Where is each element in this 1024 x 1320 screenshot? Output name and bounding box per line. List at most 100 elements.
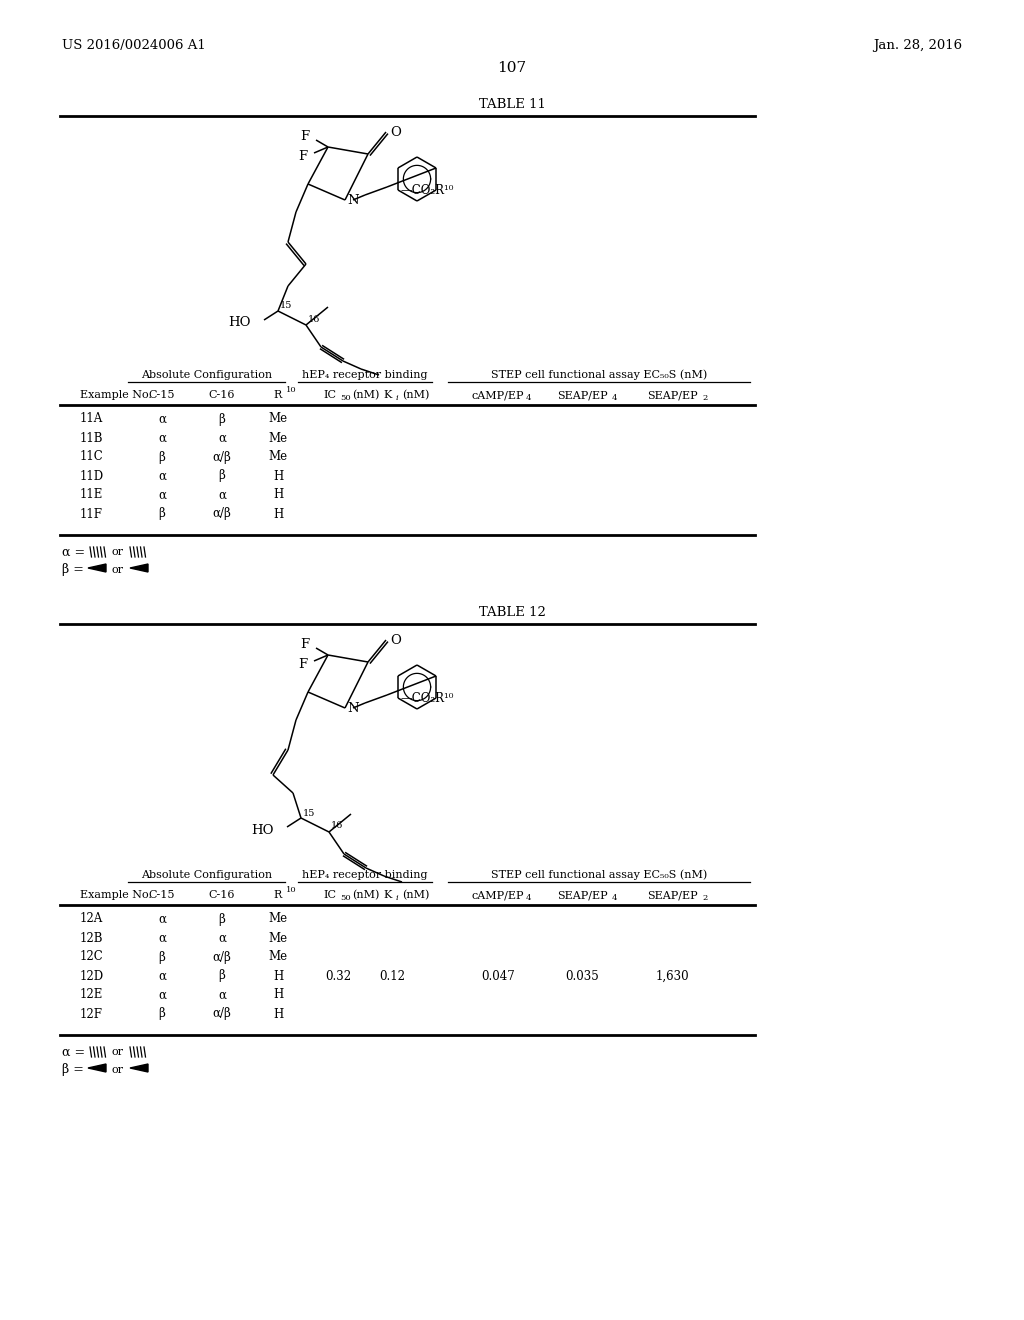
Text: 2: 2	[702, 393, 708, 403]
Text: —CO₂R¹⁰: —CO₂R¹⁰	[401, 183, 455, 197]
Text: 16: 16	[308, 314, 321, 323]
Text: Me: Me	[268, 432, 288, 445]
Text: 10: 10	[286, 886, 297, 894]
Text: N: N	[347, 702, 358, 715]
Text: α =: α =	[62, 545, 85, 558]
Text: Me: Me	[268, 950, 288, 964]
Text: —CO₂R¹⁰: —CO₂R¹⁰	[401, 692, 455, 705]
Text: H: H	[272, 1007, 283, 1020]
Text: Example No.: Example No.	[80, 890, 152, 900]
Text: 12C: 12C	[80, 950, 103, 964]
Text: 0.12: 0.12	[379, 969, 406, 982]
Text: H: H	[272, 470, 283, 483]
Text: or: or	[112, 1065, 124, 1074]
Text: α: α	[158, 432, 166, 445]
Text: α: α	[158, 932, 166, 945]
Polygon shape	[88, 564, 106, 572]
Text: 12F: 12F	[80, 1007, 103, 1020]
Text: C-16: C-16	[209, 389, 236, 400]
Text: R: R	[273, 890, 283, 900]
Text: α: α	[158, 989, 166, 1002]
Text: H: H	[272, 969, 283, 982]
Text: β: β	[159, 507, 166, 520]
Text: (nM): (nM)	[352, 389, 379, 400]
Text: α: α	[218, 932, 226, 945]
Text: cAMP/EP: cAMP/EP	[472, 890, 524, 900]
Text: 12B: 12B	[80, 932, 103, 945]
Text: hEP₄ receptor binding: hEP₄ receptor binding	[302, 870, 428, 880]
Text: β: β	[159, 950, 166, 964]
Text: 50: 50	[340, 894, 350, 902]
Text: SEAP/EP: SEAP/EP	[557, 389, 607, 400]
Text: TABLE 12: TABLE 12	[478, 606, 546, 619]
Text: 50: 50	[340, 393, 350, 403]
Text: STEP cell functional assay EC₅₀S (nM): STEP cell functional assay EC₅₀S (nM)	[490, 370, 708, 380]
Text: α: α	[158, 969, 166, 982]
Text: 15: 15	[303, 808, 315, 817]
Text: SEAP/EP: SEAP/EP	[557, 890, 607, 900]
Text: TABLE 11: TABLE 11	[478, 99, 546, 111]
Text: α =: α =	[62, 1045, 85, 1059]
Text: Example No.: Example No.	[80, 389, 152, 400]
Text: Me: Me	[268, 932, 288, 945]
Text: Me: Me	[268, 450, 288, 463]
Text: H: H	[272, 989, 283, 1002]
Text: 2: 2	[702, 894, 708, 902]
Text: F: F	[298, 149, 307, 162]
Text: 12E: 12E	[80, 989, 103, 1002]
Text: Absolute Configuration: Absolute Configuration	[141, 870, 272, 880]
Text: 11B: 11B	[80, 432, 103, 445]
Text: F: F	[300, 129, 309, 143]
Text: α: α	[158, 912, 166, 925]
Text: β =: β =	[62, 1064, 84, 1077]
Text: Me: Me	[268, 412, 288, 425]
Text: US 2016/0024006 A1: US 2016/0024006 A1	[62, 38, 206, 51]
Text: HO: HO	[251, 824, 273, 837]
Polygon shape	[88, 1064, 106, 1072]
Text: hEP₄ receptor binding: hEP₄ receptor binding	[302, 370, 428, 380]
Text: STEP cell functional assay EC₅₀S (nM): STEP cell functional assay EC₅₀S (nM)	[490, 870, 708, 880]
Text: β =: β =	[62, 564, 84, 577]
Text: C-16: C-16	[209, 890, 236, 900]
Text: R: R	[273, 389, 283, 400]
Text: Absolute Configuration: Absolute Configuration	[141, 370, 272, 380]
Text: i: i	[396, 894, 398, 902]
Text: β: β	[218, 470, 225, 483]
Text: O: O	[390, 127, 400, 140]
Text: H: H	[272, 507, 283, 520]
Polygon shape	[130, 1064, 148, 1072]
Text: α: α	[158, 470, 166, 483]
Text: F: F	[300, 638, 309, 651]
Text: K: K	[384, 389, 392, 400]
Text: Jan. 28, 2016: Jan. 28, 2016	[872, 38, 962, 51]
Text: 10: 10	[286, 385, 297, 393]
Text: α: α	[158, 488, 166, 502]
Text: IC: IC	[324, 890, 337, 900]
Text: α/β: α/β	[213, 1007, 231, 1020]
Text: C-15: C-15	[148, 389, 175, 400]
Text: α: α	[158, 412, 166, 425]
Text: or: or	[112, 565, 124, 576]
Text: 16: 16	[331, 821, 343, 830]
Text: (nM): (nM)	[402, 890, 429, 900]
Text: 4: 4	[612, 894, 617, 902]
Text: β: β	[218, 412, 225, 425]
Text: α/β: α/β	[213, 450, 231, 463]
Text: 11A: 11A	[80, 412, 103, 425]
Text: 11D: 11D	[80, 470, 104, 483]
Text: (nM): (nM)	[352, 890, 379, 900]
Text: cAMP/EP: cAMP/EP	[472, 389, 524, 400]
Text: β: β	[218, 969, 225, 982]
Text: or: or	[112, 1047, 124, 1057]
Text: α/β: α/β	[213, 507, 231, 520]
Text: (nM): (nM)	[402, 389, 429, 400]
Text: 0.32: 0.32	[325, 969, 351, 982]
Text: SEAP/EP: SEAP/EP	[647, 389, 697, 400]
Text: 4: 4	[526, 894, 531, 902]
Text: H: H	[272, 488, 283, 502]
Text: α/β: α/β	[213, 950, 231, 964]
Text: 1,630: 1,630	[655, 969, 689, 982]
Text: N: N	[347, 194, 358, 207]
Text: 4: 4	[526, 393, 531, 403]
Text: Me: Me	[268, 912, 288, 925]
